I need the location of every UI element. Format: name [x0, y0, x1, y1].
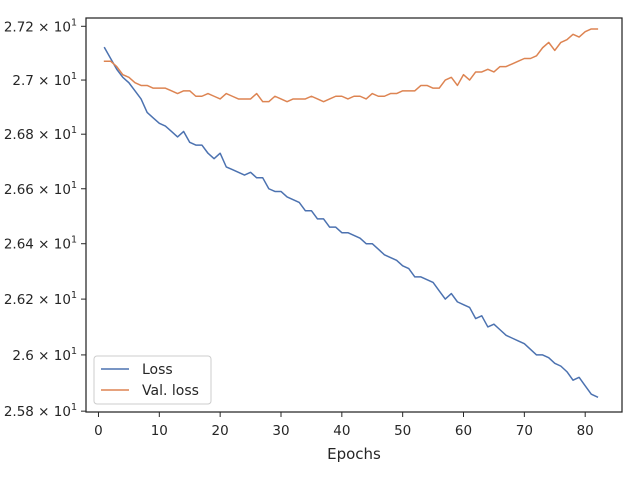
x-tick-label: 20	[212, 423, 229, 439]
x-tick-label: 60	[455, 423, 472, 439]
legend-box	[93, 355, 212, 405]
plot-background	[86, 18, 622, 412]
y-tick-label: 2.64 × 101	[4, 235, 77, 253]
x-tick-label: 30	[272, 423, 289, 439]
x-tick-label: 80	[577, 423, 594, 439]
plot-frame	[85, 17, 623, 413]
y-tick-label: 2.7 × 101	[12, 71, 77, 89]
y-axis: 2.58 × 101 2.6 × 101 2.62 × 101 2.64 × 101 2…	[4, 17, 86, 420]
x-tick-label: 70	[516, 423, 533, 439]
x-axis: 0 10 20 30 40 50 60 70 80	[94, 412, 594, 439]
y-tick-label: 2.6 × 101	[12, 346, 77, 364]
legend-label: Loss	[142, 362, 173, 378]
y-tick-label: 2.68 × 101	[4, 125, 77, 143]
y-tick-label: 2.72 × 101	[4, 17, 77, 35]
legend-label: Val. loss	[142, 383, 199, 399]
series-line-1	[103, 28, 599, 103]
x-tick-label: 10	[151, 423, 168, 439]
x-axis-title: Epochs	[327, 445, 381, 463]
legend: Loss Val. loss	[93, 355, 212, 405]
x-tick-label: 50	[394, 423, 411, 439]
y-tick-label: 2.62 × 101	[4, 290, 77, 308]
series-line-0	[103, 46, 599, 399]
series-layer	[103, 28, 599, 399]
x-tick-label: 40	[333, 423, 350, 439]
x-tick-label: 0	[94, 423, 103, 439]
y-tick-label: 2.58 × 101	[4, 402, 77, 420]
y-tick-label: 2.66 × 101	[4, 180, 77, 198]
